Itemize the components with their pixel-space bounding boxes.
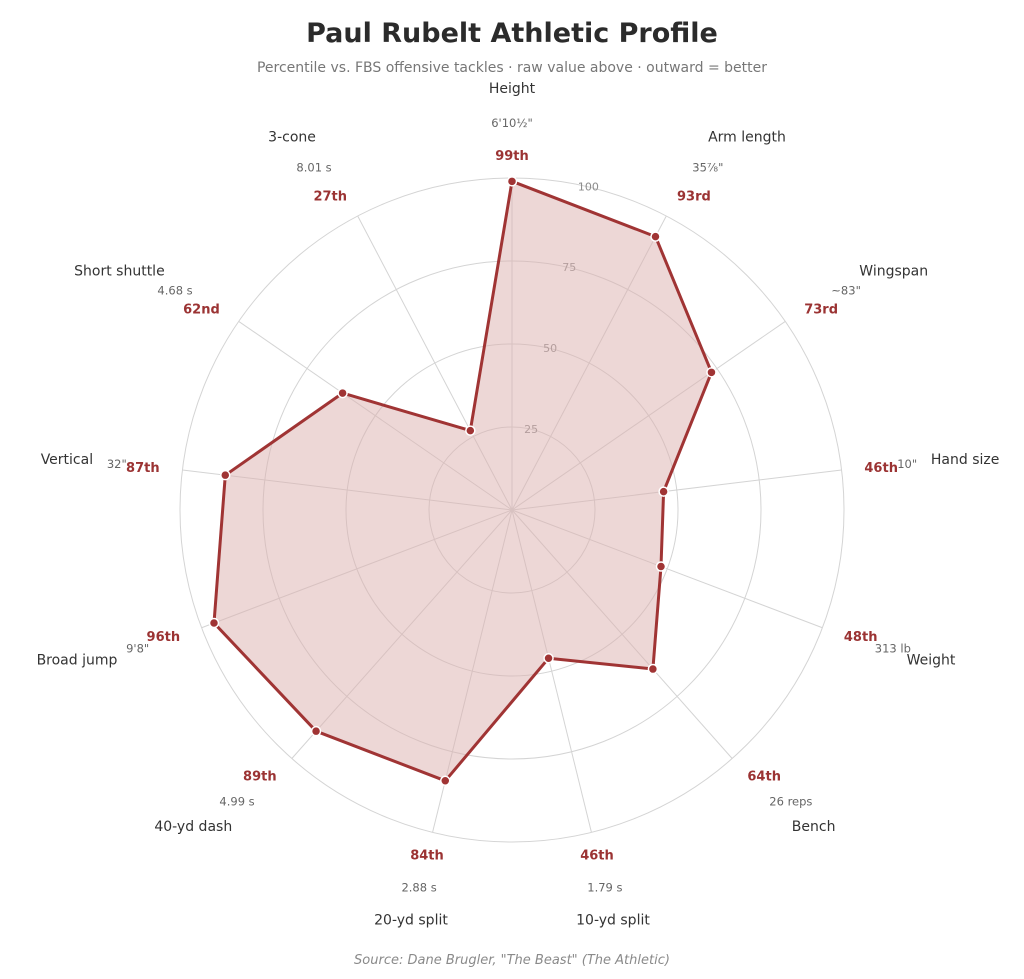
- axis-name-label: 20-yd split: [374, 913, 448, 929]
- data-point: [310, 725, 322, 737]
- axis-name-label: Hand size: [931, 452, 999, 468]
- chart-title: Paul Rubelt Athletic Profile: [306, 18, 718, 49]
- raw-value-label: 1.79 s: [587, 881, 622, 895]
- raw-value-label: 35⅞": [692, 160, 723, 174]
- axis-name-label: Vertical: [41, 452, 93, 468]
- data-point: [208, 617, 220, 629]
- data-point: [543, 653, 554, 664]
- data-point: [465, 425, 476, 436]
- percentile-label: 99th: [495, 149, 529, 164]
- data-point: [506, 176, 518, 187]
- axis-name-label: Height: [489, 81, 536, 97]
- raw-value-label: 9'8": [126, 642, 149, 656]
- raw-value-label: 6'10½": [491, 116, 533, 130]
- axis-name-label: Short shuttle: [74, 263, 165, 279]
- raw-value-label: 10": [897, 457, 917, 471]
- data-point: [337, 387, 348, 399]
- raw-value-label: 4.99 s: [219, 794, 254, 808]
- data-point: [655, 561, 667, 572]
- ring-label: 100: [578, 180, 599, 193]
- percentile-label: 87th: [126, 461, 160, 476]
- axis-name-label: Wingspan: [859, 263, 928, 279]
- radar-axis-labels: 99th 6'10½" Height 93rd 35⅞" Arm length 73rd ~8…: [37, 81, 1000, 929]
- percentile-label: 73rd: [804, 302, 838, 317]
- chart-source: Source: Dane Brugler, "The Beast" (The A…: [354, 953, 670, 968]
- percentile-label: 27th: [313, 190, 347, 205]
- raw-value-label: 32": [107, 457, 127, 471]
- radar-series: [208, 176, 717, 787]
- percentile-label: 89th: [243, 770, 277, 785]
- axis-name-label: Bench: [792, 819, 836, 835]
- data-point: [706, 367, 717, 378]
- percentile-label: 62nd: [183, 302, 220, 317]
- axis-name-label: Broad jump: [37, 653, 118, 669]
- percentile-label: 64th: [747, 770, 781, 785]
- axis-name-label: Weight: [907, 653, 956, 669]
- data-point: [440, 775, 451, 787]
- percentile-label: 96th: [147, 630, 181, 645]
- series-area: [212, 179, 713, 783]
- raw-value-label: 8.01 s: [296, 160, 331, 174]
- percentile-label: 84th: [410, 849, 444, 864]
- axis-name-label: 10-yd split: [576, 913, 650, 929]
- chart-subtitle: Percentile vs. FBS offensive tackles · r…: [256, 60, 768, 76]
- percentile-label: 46th: [864, 461, 898, 476]
- data-point: [650, 231, 661, 242]
- percentile-label: 48th: [844, 630, 878, 645]
- raw-value-label: 313 lb: [875, 642, 911, 656]
- data-point: [647, 663, 659, 675]
- data-point: [220, 469, 231, 481]
- axis-name-label: Arm length: [708, 129, 786, 145]
- percentile-label: 93rd: [677, 190, 711, 205]
- axis-name-label: 40-yd dash: [154, 819, 232, 835]
- raw-value-label: 26 reps: [769, 794, 812, 808]
- raw-value-label: ~83": [831, 284, 861, 298]
- raw-value-label: 2.88 s: [401, 881, 436, 895]
- raw-value-label: 4.68 s: [157, 284, 192, 298]
- axis-name-label: 3-cone: [268, 129, 316, 145]
- data-point: [658, 486, 669, 497]
- percentile-label: 46th: [580, 849, 614, 864]
